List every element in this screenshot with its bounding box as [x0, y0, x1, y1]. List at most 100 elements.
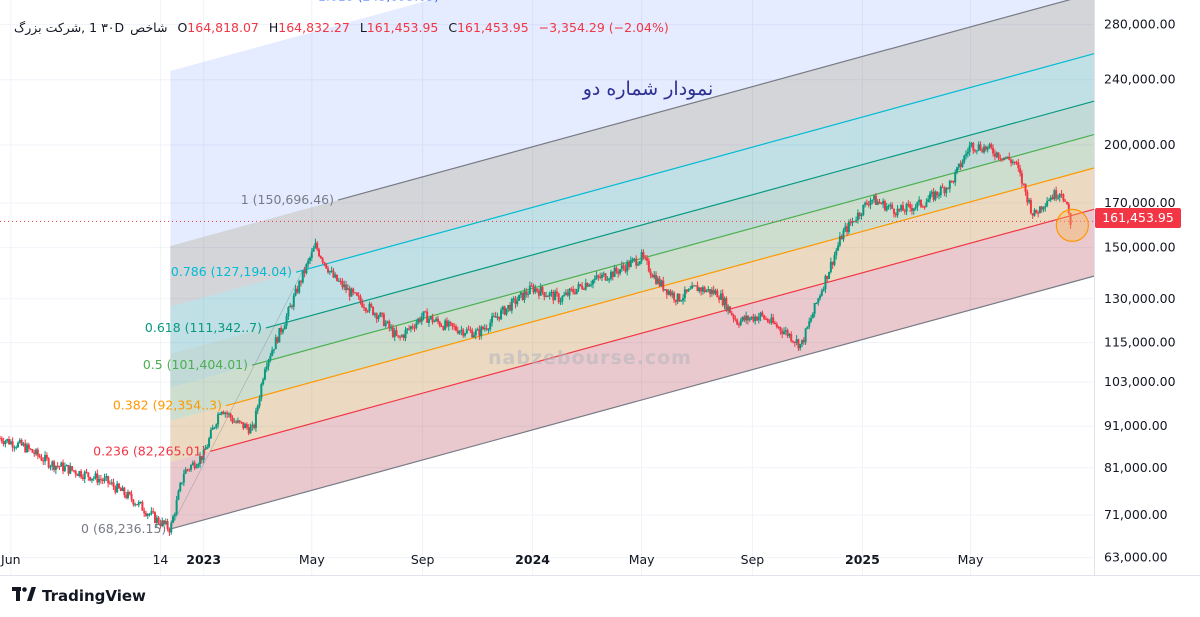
candle-body — [227, 413, 230, 415]
candle-body — [676, 293, 679, 302]
candle-body — [865, 202, 868, 205]
candle-body — [655, 274, 658, 284]
candle-body — [98, 478, 101, 483]
tradingview-branding[interactable]: TradingView — [12, 586, 146, 605]
candle-body — [283, 325, 286, 330]
candle-body — [256, 406, 259, 411]
candle-body — [541, 286, 544, 293]
candle-body — [1037, 212, 1040, 214]
fib-band — [170, 53, 1094, 355]
candle-body — [1022, 183, 1025, 185]
candle-body — [1001, 158, 1004, 160]
candle-body — [436, 318, 439, 322]
candle-body — [130, 494, 133, 500]
time-axis[interactable]: Jun 14 2023 May Sep 2024 May Sep 2025 May — [0, 552, 984, 567]
candle-body — [314, 242, 317, 249]
candle-body — [236, 420, 239, 423]
candle-body — [734, 318, 737, 320]
candle-body — [238, 420, 241, 422]
candle-body — [600, 274, 603, 278]
candle-body — [382, 314, 385, 326]
candle-body — [13, 447, 16, 449]
candle-body — [263, 369, 266, 380]
candle-body — [555, 291, 558, 294]
candle-body — [1064, 200, 1067, 202]
candle-body — [570, 288, 573, 290]
candle-body — [618, 269, 621, 274]
candle-body — [134, 504, 137, 506]
candle-body — [217, 414, 220, 425]
price-axis[interactable]: 280,000.00 240,000.00 200,000.00 170,000.00… — [1104, 17, 1176, 565]
candle-body — [637, 264, 640, 266]
candle-body — [956, 167, 959, 173]
candle-body — [750, 316, 753, 319]
candle-body — [251, 424, 254, 427]
candle-body — [87, 472, 90, 477]
candle-body — [783, 331, 786, 334]
candle-body — [716, 290, 719, 298]
candle-body — [545, 295, 548, 297]
candle-body — [624, 267, 627, 272]
symbol-name[interactable]: ۳۰ 1 ,شرکت بزرگ — [14, 20, 115, 35]
candle-body — [887, 205, 890, 207]
candle-body — [527, 294, 530, 296]
candle-body — [561, 296, 564, 302]
candle-body — [930, 191, 933, 194]
candle-body — [680, 300, 683, 302]
price-tick-label: 200,000.00 — [1104, 137, 1176, 152]
fib-channel-fills — [170, 0, 1094, 530]
candle-body — [453, 326, 456, 328]
candle-body — [945, 187, 948, 194]
candle-body — [379, 312, 382, 317]
candle-body — [959, 163, 962, 167]
candle-body — [364, 308, 367, 311]
candle-body — [640, 252, 643, 262]
candle-body — [842, 230, 845, 240]
candle-body — [40, 457, 43, 461]
candle-body — [172, 516, 175, 523]
candle-body — [599, 276, 602, 278]
candle-body — [629, 260, 632, 268]
candle-body — [1067, 203, 1070, 213]
candle-body — [811, 313, 814, 319]
candle-body — [45, 455, 48, 459]
annotation-title[interactable]: نمودار شماره دو — [582, 78, 714, 100]
candle-body — [153, 512, 156, 523]
candle-body — [644, 257, 647, 259]
candle-body — [1055, 190, 1058, 199]
candle-body — [101, 479, 104, 482]
candle-body — [345, 284, 348, 291]
candle-body — [873, 195, 876, 200]
candle-body — [67, 464, 70, 474]
candle-body — [923, 206, 926, 208]
candle-body — [804, 328, 807, 343]
candle-body — [500, 310, 503, 320]
interval[interactable]: D — [114, 20, 125, 35]
candle-body — [280, 328, 283, 333]
candle-body — [294, 288, 297, 296]
candle-body — [781, 330, 784, 334]
candle-body — [721, 293, 724, 306]
candle-body — [802, 339, 805, 343]
candle-body — [939, 186, 942, 195]
candle-body — [1046, 201, 1049, 206]
candle-body — [327, 268, 330, 273]
candle-body — [950, 180, 953, 182]
candle-body — [977, 144, 980, 151]
candle-body — [195, 466, 198, 469]
candle-body — [38, 455, 41, 458]
candle-body — [559, 301, 562, 303]
fib-level-line — [265, 100, 1095, 329]
candle-body — [523, 291, 526, 301]
candle-body — [1024, 184, 1027, 192]
candle-body — [1006, 156, 1009, 158]
candle-body — [35, 449, 38, 455]
candle-body — [723, 298, 726, 306]
candle-body — [47, 458, 50, 468]
candle-body — [678, 293, 681, 302]
candle-body — [188, 469, 191, 471]
candle-body — [788, 333, 791, 336]
candle-body — [299, 281, 302, 283]
candle-body — [155, 517, 158, 523]
